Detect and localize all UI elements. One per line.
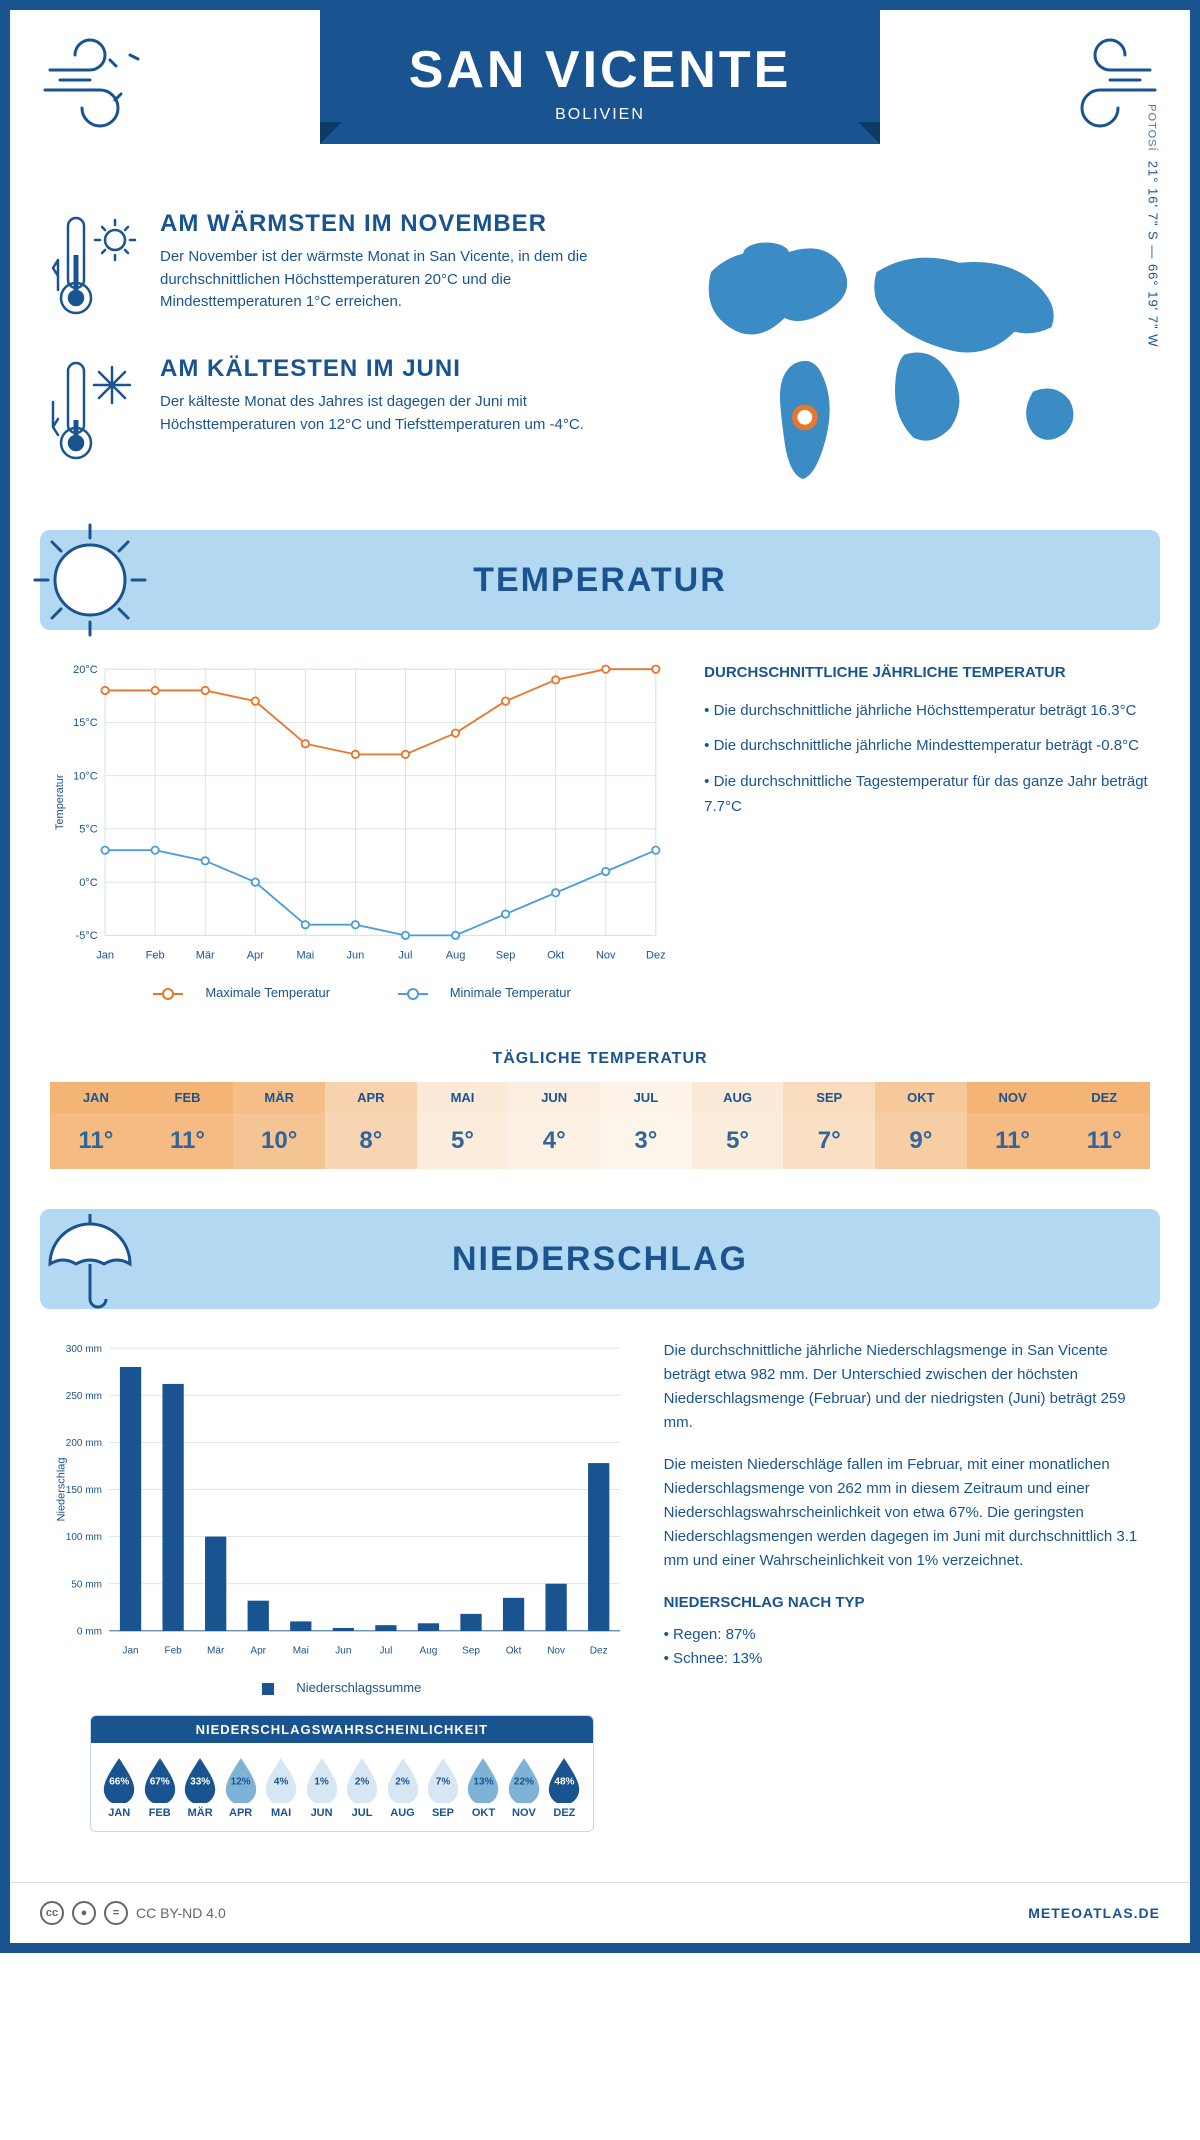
daily-cell: MAI5°	[417, 1082, 509, 1169]
svg-text:Sep: Sep	[496, 949, 516, 961]
svg-text:Mai: Mai	[296, 949, 314, 961]
svg-text:5°C: 5°C	[79, 824, 98, 836]
section-title: NIEDERSCHLAG	[40, 1240, 1160, 1279]
daily-cell: DEZ11°	[1058, 1082, 1150, 1169]
thermometer-sun-icon	[50, 210, 140, 325]
daily-cell: AUG5°	[692, 1082, 784, 1169]
svg-text:150 mm: 150 mm	[66, 1485, 102, 1496]
daily-cell: FEB11°	[142, 1082, 234, 1169]
temp-legend: Maximale Temperatur Minimale Temperatur	[50, 985, 674, 1000]
warmest-text: Der November ist der wärmste Monat in Sa…	[160, 246, 610, 314]
section-title: TEMPERATUR	[40, 561, 1160, 600]
title-ribbon: SAN VICENTE BOLIVIEN	[320, 10, 880, 144]
section-header-precip: NIEDERSCHLAG	[40, 1209, 1160, 1309]
license: cc ● = CC BY-ND 4.0	[40, 1901, 226, 1925]
prob-cell: 2%JUL	[342, 1755, 382, 1819]
prob-cell: 22%NOV	[504, 1755, 544, 1819]
svg-text:-5°C: -5°C	[76, 930, 98, 942]
coldest-block: AM KÄLTESTEN IM JUNI Der kälteste Monat …	[50, 355, 610, 470]
svg-text:50 mm: 50 mm	[71, 1579, 102, 1590]
precip-probability-box: NIEDERSCHLAGSWAHRSCHEINLICHKEIT 66%JAN67…	[90, 1715, 594, 1832]
svg-text:Aug: Aug	[420, 1646, 438, 1657]
svg-text:250 mm: 250 mm	[66, 1391, 102, 1402]
svg-text:Okt: Okt	[506, 1646, 522, 1657]
svg-text:Nov: Nov	[547, 1646, 565, 1657]
prob-cell: 4%MAI	[261, 1755, 301, 1819]
svg-text:Apr: Apr	[250, 1646, 266, 1657]
svg-text:300 mm: 300 mm	[66, 1344, 102, 1355]
prob-cell: 2%AUG	[382, 1755, 422, 1819]
svg-text:Jun: Jun	[347, 949, 365, 961]
wind-icon	[40, 30, 160, 135]
svg-text:Jul: Jul	[398, 949, 412, 961]
svg-text:Temperatur: Temperatur	[54, 774, 66, 830]
svg-text:Dez: Dez	[646, 949, 666, 961]
warmest-block: AM WÄRMSTEN IM NOVEMBER Der November ist…	[50, 210, 610, 325]
temp-info: DURCHSCHNITTLICHE JÄHRLICHE TEMPERATUR •…	[704, 660, 1150, 1000]
umbrella-icon	[30, 1199, 150, 1319]
prob-cell: 12%APR	[220, 1755, 260, 1819]
brand: METEOATLAS.DE	[1028, 1905, 1160, 1921]
svg-text:10°C: 10°C	[73, 770, 98, 782]
country-subtitle: BOLIVIEN	[340, 106, 860, 124]
prob-cell: 66%JAN	[99, 1755, 139, 1819]
daily-cell: JUL3°	[600, 1082, 692, 1169]
coldest-text: Der kälteste Monat des Jahres ist dagege…	[160, 391, 610, 436]
daily-cell: JAN11°	[50, 1082, 142, 1169]
svg-text:0°C: 0°C	[79, 877, 98, 889]
warmest-title: AM WÄRMSTEN IM NOVEMBER	[160, 210, 610, 238]
prob-cell: 48%DEZ	[544, 1755, 584, 1819]
header: SAN VICENTE BOLIVIEN	[10, 10, 1190, 200]
footer: cc ● = CC BY-ND 4.0 METEOATLAS.DE	[10, 1882, 1190, 1943]
svg-text:100 mm: 100 mm	[66, 1532, 102, 1543]
daily-cell: NOV11°	[967, 1082, 1059, 1169]
svg-text:Mär: Mär	[196, 949, 215, 961]
svg-text:Jul: Jul	[379, 1646, 392, 1657]
svg-text:Jan: Jan	[122, 1646, 138, 1657]
daily-cell: JUN4°	[508, 1082, 600, 1169]
coordinates: POTOSÍ 21° 16' 7" S — 66° 19' 7" W	[1145, 104, 1160, 347]
daily-cell: OKT9°	[875, 1082, 967, 1169]
daily-cell: APR8°	[325, 1082, 417, 1169]
wind-icon	[1040, 30, 1160, 135]
svg-text:Apr: Apr	[247, 949, 264, 961]
prob-cell: 33%MÄR	[180, 1755, 220, 1819]
sun-icon	[30, 520, 150, 640]
svg-text:Aug: Aug	[446, 949, 466, 961]
svg-text:Jun: Jun	[335, 1646, 351, 1657]
prob-cell: 13%OKT	[463, 1755, 503, 1819]
daily-cell: SEP7°	[783, 1082, 875, 1169]
daily-temp-title: TÄGLICHE TEMPERATUR	[10, 1050, 1190, 1068]
daily-temp-grid: JAN11°FEB11°MÄR10°APR8°MAI5°JUN4°JUL3°AU…	[50, 1082, 1150, 1169]
svg-text:200 mm: 200 mm	[66, 1438, 102, 1449]
world-map: POTOSÍ 21° 16' 7" S — 66° 19' 7" W	[640, 210, 1150, 500]
city-title: SAN VICENTE	[340, 40, 860, 100]
prob-cell: 1%JUN	[301, 1755, 341, 1819]
svg-text:Feb: Feb	[146, 949, 165, 961]
coldest-title: AM KÄLTESTEN IM JUNI	[160, 355, 610, 383]
svg-text:Nov: Nov	[596, 949, 616, 961]
svg-text:Okt: Okt	[547, 949, 564, 961]
precip-text: Die durchschnittliche jährliche Niedersc…	[664, 1339, 1150, 1862]
nd-icon: =	[104, 1901, 128, 1925]
prob-cell: 67%FEB	[139, 1755, 179, 1819]
svg-text:Mär: Mär	[207, 1646, 225, 1657]
thermometer-snow-icon	[50, 355, 140, 470]
svg-text:15°C: 15°C	[73, 717, 98, 729]
cc-icon: cc	[40, 1901, 64, 1925]
svg-text:Feb: Feb	[164, 1646, 182, 1657]
svg-text:Niederschlag: Niederschlag	[56, 1458, 68, 1522]
by-icon: ●	[72, 1901, 96, 1925]
section-header-temperature: TEMPERATUR	[40, 530, 1160, 630]
svg-text:Mai: Mai	[293, 1646, 309, 1657]
svg-text:20°C: 20°C	[73, 664, 98, 676]
prob-cell: 7%SEP	[423, 1755, 463, 1819]
temperature-chart: -5°C 0°C 5°C 10°C 15°C 20°C Jan Feb Mär Apr Mai Jun…	[50, 660, 674, 1000]
svg-text:0 mm: 0 mm	[77, 1627, 102, 1638]
svg-text:Jan: Jan	[96, 949, 114, 961]
precip-chart: 0 mm 50 mm 100 mm 150 mm 200 mm 250 mm 300 mm N…	[50, 1339, 634, 1862]
svg-text:Dez: Dez	[590, 1646, 608, 1657]
daily-cell: MÄR10°	[233, 1082, 325, 1169]
svg-text:Sep: Sep	[462, 1646, 480, 1657]
